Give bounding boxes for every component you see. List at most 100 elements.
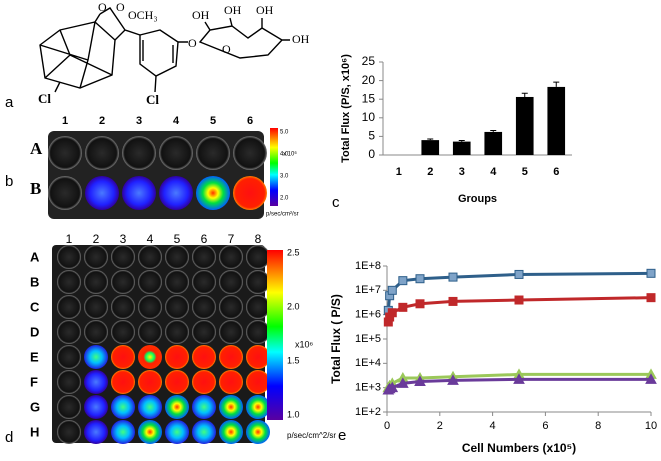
y-tick-label: 1E+7: [355, 284, 381, 296]
marker: [646, 268, 656, 278]
label: 7: [228, 232, 235, 246]
well: [165, 420, 189, 444]
marker: [448, 272, 458, 282]
x-tick-label: 4: [490, 420, 496, 432]
well: [84, 245, 108, 269]
well: [196, 136, 230, 170]
y-tick-label: 1E+5: [355, 333, 381, 345]
well: [84, 270, 108, 294]
well: [111, 245, 135, 269]
well: [192, 420, 216, 444]
well: [57, 295, 81, 319]
label: 1: [62, 115, 68, 127]
bar: [452, 141, 471, 155]
well: [192, 270, 216, 294]
well: [219, 345, 243, 369]
label: 6: [247, 115, 253, 127]
well: [48, 176, 82, 210]
well: [111, 395, 135, 419]
well: [219, 245, 243, 269]
label: p/sec/cm²/sr: [266, 212, 299, 218]
label: p/sec/cm^2/sr: [287, 431, 336, 440]
label: x 10⁶: [283, 151, 297, 158]
well: [246, 345, 270, 369]
x-tick-label: 6: [553, 166, 559, 178]
label: 4: [173, 115, 180, 127]
well: [138, 295, 162, 319]
well: [111, 370, 135, 394]
well: [138, 270, 162, 294]
marker: [513, 373, 525, 384]
well: [165, 245, 189, 269]
well: [138, 370, 162, 394]
well: [84, 320, 108, 344]
label: D: [30, 324, 39, 339]
y-tick-label: 5: [368, 129, 375, 143]
well: [165, 370, 189, 394]
well: [219, 370, 243, 394]
label: A: [30, 249, 40, 264]
label: 3: [136, 115, 142, 127]
label: 1.5: [287, 355, 300, 365]
label: H: [30, 424, 39, 439]
well: [159, 136, 193, 170]
x-tick-label: 2: [427, 166, 433, 178]
label: 4: [147, 232, 154, 246]
colorbar-b: [270, 128, 278, 206]
label: O: [188, 36, 197, 50]
x-axis-label: Cell Numbers (x10⁵): [462, 441, 576, 455]
well: [246, 370, 270, 394]
label: B: [30, 179, 41, 198]
well: [196, 176, 230, 210]
label: 5: [210, 115, 216, 127]
well: [57, 320, 81, 344]
well: [138, 245, 162, 269]
well: [57, 370, 81, 394]
well: [233, 176, 267, 210]
y-tick-label: 1E+4: [355, 357, 381, 369]
well: [219, 295, 243, 319]
label: a: [5, 94, 14, 111]
marker: [398, 302, 408, 312]
label: O: [222, 42, 231, 56]
bar: [547, 86, 566, 155]
error-bar: [490, 129, 497, 132]
label: 2.0: [287, 301, 300, 311]
well: [246, 420, 270, 444]
marker: [414, 375, 426, 386]
label: O: [116, 0, 125, 14]
x-tick-label: 2: [437, 420, 443, 432]
well: [165, 320, 189, 344]
well: [111, 345, 135, 369]
well: [159, 176, 193, 210]
label: 2: [93, 232, 100, 246]
marker: [646, 293, 656, 303]
plate-b: [48, 131, 267, 219]
y-tick-label: 10: [362, 110, 376, 124]
label: OH: [192, 8, 210, 22]
bar: [484, 131, 503, 155]
well: [57, 345, 81, 369]
x-tick-label: 6: [542, 420, 548, 432]
label: OCH₃: [128, 8, 158, 22]
label: E: [30, 349, 39, 364]
bar: [421, 140, 440, 155]
label: Cl: [38, 91, 51, 106]
well: [57, 395, 81, 419]
marker: [387, 285, 397, 295]
label: Cl: [146, 92, 159, 107]
label: c: [332, 194, 340, 211]
well: [84, 345, 108, 369]
well: [85, 176, 119, 210]
error-bar: [458, 139, 465, 142]
x-tick-label: 4: [490, 166, 497, 178]
well: [246, 395, 270, 419]
well: [246, 320, 270, 344]
marker: [447, 374, 459, 385]
well: [192, 245, 216, 269]
x-axis-label: Groups: [458, 193, 497, 205]
label: OH: [224, 3, 242, 17]
label: F: [30, 374, 38, 389]
well: [219, 420, 243, 444]
bar: [515, 96, 534, 155]
